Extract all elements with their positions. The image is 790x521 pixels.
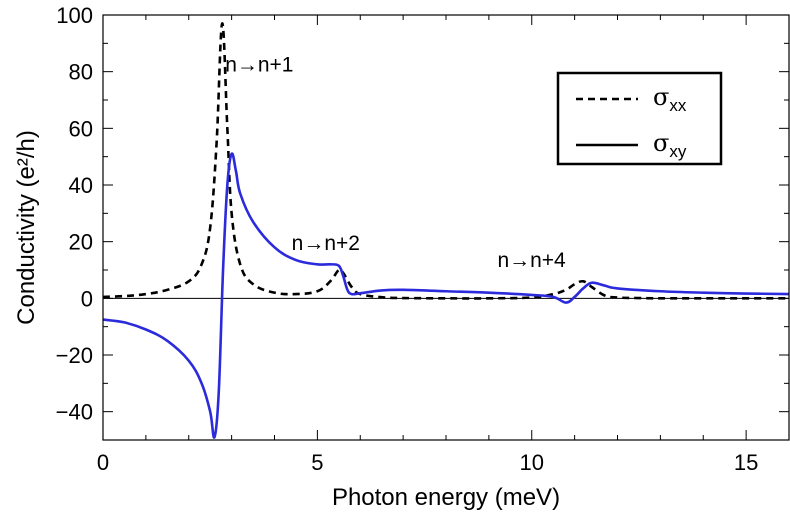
legend-label-xy: σxy <box>653 129 687 161</box>
x-tick-label: 5 <box>311 450 323 475</box>
x-axis-label: Photon energy (meV) <box>332 484 560 511</box>
x-tick-label: 0 <box>97 450 109 475</box>
transition-label: n→n+1 <box>225 54 293 77</box>
series-line-sigma-xy <box>103 152 789 439</box>
transition-label: n→n+4 <box>497 249 566 272</box>
legend-symbol: σ <box>653 129 669 157</box>
y-tick-label: −40 <box>56 400 93 425</box>
legend-subscript: xy <box>669 142 687 161</box>
x-tick-label: 10 <box>520 450 544 475</box>
y-tick-label: 100 <box>56 3 93 28</box>
y-tick-label: 20 <box>69 230 93 255</box>
y-tick-label: 40 <box>69 173 93 198</box>
legend-symbol: σ <box>653 83 669 111</box>
y-tick-label: 60 <box>69 116 93 141</box>
y-tick-label: −20 <box>56 343 93 368</box>
y-axis-label: Conductivity (e²/h) <box>13 130 40 325</box>
legend-label-xx: σxx <box>653 83 687 115</box>
transition-label: n→n+2 <box>292 232 360 255</box>
legend-subscript: xx <box>669 96 687 115</box>
y-tick-label: 0 <box>81 286 93 311</box>
y-tick-label: 80 <box>69 60 93 85</box>
x-tick-label: 15 <box>734 450 758 475</box>
legend-box <box>556 71 723 166</box>
